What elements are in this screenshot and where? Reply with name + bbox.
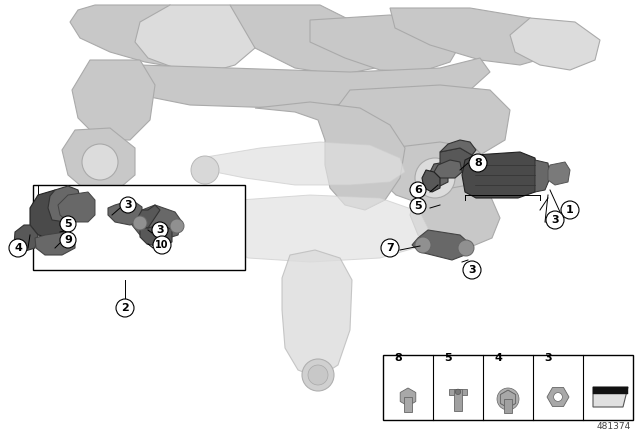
Circle shape bbox=[410, 182, 426, 198]
Polygon shape bbox=[108, 200, 142, 225]
Polygon shape bbox=[135, 5, 255, 72]
Polygon shape bbox=[62, 128, 135, 192]
Polygon shape bbox=[58, 192, 95, 222]
Polygon shape bbox=[500, 390, 516, 408]
Polygon shape bbox=[70, 5, 230, 68]
Polygon shape bbox=[135, 205, 160, 228]
Polygon shape bbox=[593, 387, 628, 407]
Circle shape bbox=[415, 158, 455, 198]
Text: 5: 5 bbox=[414, 201, 422, 211]
Circle shape bbox=[497, 388, 519, 410]
Polygon shape bbox=[14, 225, 38, 252]
Polygon shape bbox=[200, 142, 405, 185]
Circle shape bbox=[170, 219, 184, 233]
Text: 5: 5 bbox=[444, 353, 452, 363]
Bar bbox=[454, 389, 462, 411]
Polygon shape bbox=[35, 232, 75, 255]
Polygon shape bbox=[372, 142, 492, 207]
Text: 1: 1 bbox=[566, 205, 574, 215]
Circle shape bbox=[60, 216, 76, 232]
Polygon shape bbox=[410, 185, 500, 248]
Polygon shape bbox=[48, 186, 82, 222]
Circle shape bbox=[410, 198, 426, 214]
Polygon shape bbox=[30, 190, 68, 238]
Text: 3: 3 bbox=[124, 200, 132, 210]
Bar bbox=[33, 185, 245, 270]
Polygon shape bbox=[400, 388, 416, 406]
Polygon shape bbox=[430, 163, 448, 186]
Text: 2: 2 bbox=[121, 303, 129, 313]
Circle shape bbox=[469, 154, 487, 172]
Circle shape bbox=[381, 239, 399, 257]
Circle shape bbox=[546, 211, 564, 229]
Circle shape bbox=[463, 261, 481, 279]
Polygon shape bbox=[72, 60, 155, 140]
Bar bbox=[404, 397, 412, 412]
Polygon shape bbox=[548, 162, 570, 185]
Text: 3: 3 bbox=[156, 225, 164, 235]
Circle shape bbox=[133, 216, 147, 230]
Circle shape bbox=[554, 392, 563, 401]
Circle shape bbox=[153, 236, 171, 254]
Polygon shape bbox=[132, 205, 182, 240]
Text: 10: 10 bbox=[156, 240, 169, 250]
Polygon shape bbox=[510, 18, 600, 70]
Circle shape bbox=[455, 389, 461, 395]
Bar bbox=[504, 399, 512, 413]
Polygon shape bbox=[282, 250, 352, 378]
Polygon shape bbox=[422, 170, 440, 192]
Circle shape bbox=[9, 239, 27, 257]
Text: 8: 8 bbox=[394, 353, 402, 363]
Circle shape bbox=[561, 201, 579, 219]
Text: 3: 3 bbox=[544, 353, 552, 363]
Polygon shape bbox=[140, 224, 172, 247]
Text: 481374: 481374 bbox=[596, 422, 631, 431]
Circle shape bbox=[415, 237, 431, 253]
Text: 8: 8 bbox=[474, 158, 482, 168]
Text: 4: 4 bbox=[14, 243, 22, 253]
Circle shape bbox=[308, 365, 328, 385]
Text: 9: 9 bbox=[64, 235, 72, 245]
Polygon shape bbox=[390, 8, 560, 65]
Polygon shape bbox=[440, 140, 476, 155]
Polygon shape bbox=[412, 230, 470, 260]
Polygon shape bbox=[215, 195, 430, 262]
Bar bbox=[383, 355, 633, 420]
Circle shape bbox=[191, 156, 219, 184]
Circle shape bbox=[458, 240, 474, 256]
Circle shape bbox=[302, 359, 334, 391]
Text: 3: 3 bbox=[468, 265, 476, 275]
Circle shape bbox=[116, 299, 134, 317]
Polygon shape bbox=[255, 102, 405, 210]
Circle shape bbox=[120, 197, 136, 213]
Text: 6: 6 bbox=[414, 185, 422, 195]
Text: 3: 3 bbox=[551, 215, 559, 225]
Text: 5: 5 bbox=[64, 219, 72, 229]
Circle shape bbox=[152, 222, 168, 238]
Polygon shape bbox=[462, 152, 538, 198]
Polygon shape bbox=[310, 15, 460, 72]
Polygon shape bbox=[120, 58, 490, 108]
Text: 4: 4 bbox=[494, 353, 502, 363]
Polygon shape bbox=[335, 85, 510, 158]
Polygon shape bbox=[547, 388, 569, 406]
Text: 7: 7 bbox=[386, 243, 394, 253]
Circle shape bbox=[82, 144, 118, 180]
Polygon shape bbox=[230, 5, 390, 75]
Circle shape bbox=[60, 232, 76, 248]
Polygon shape bbox=[440, 148, 472, 172]
Polygon shape bbox=[434, 160, 462, 178]
Bar bbox=[449, 389, 467, 395]
Polygon shape bbox=[535, 160, 550, 192]
Polygon shape bbox=[593, 387, 628, 394]
